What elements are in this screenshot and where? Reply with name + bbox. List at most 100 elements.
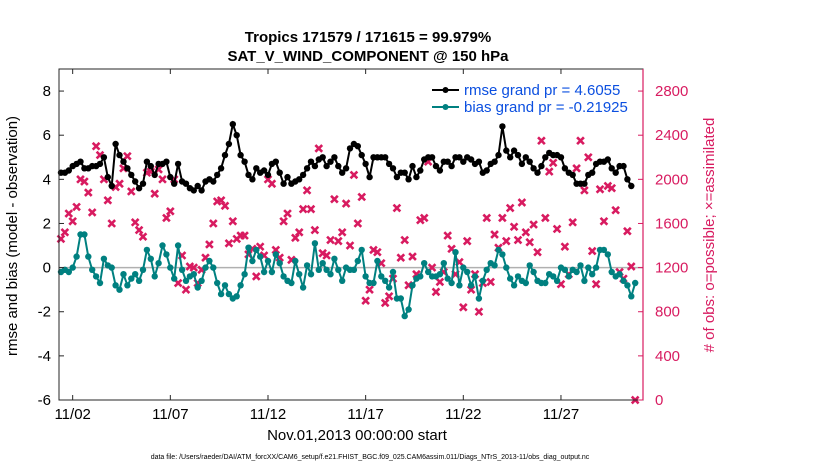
rmse-point xyxy=(132,178,139,185)
bias-point xyxy=(296,271,303,278)
rmse-point xyxy=(217,165,225,172)
rmse-point xyxy=(229,121,236,128)
obs-marker xyxy=(126,187,136,196)
bias-point xyxy=(241,271,248,278)
obs-marker xyxy=(181,285,191,294)
rmse-point xyxy=(612,169,619,176)
left-tick-label: 6 xyxy=(43,127,51,144)
legend-rmse-marker xyxy=(442,87,449,93)
bias-point xyxy=(214,279,221,287)
bias-point xyxy=(440,260,447,267)
rmse-point xyxy=(65,167,73,174)
bias-point xyxy=(467,282,475,289)
x-tick-label: 11/27 xyxy=(543,406,579,423)
bias-point xyxy=(245,244,252,251)
bias-point xyxy=(522,279,529,287)
bias-point xyxy=(417,273,424,280)
right-axis-label: # of obs: o=possible; ×=assimilated xyxy=(701,118,718,353)
obs-marker xyxy=(107,219,117,228)
rmse-point xyxy=(299,171,307,179)
bias-point xyxy=(143,246,151,254)
obs-marker xyxy=(158,175,167,184)
bias-point xyxy=(135,277,143,284)
obs-marker xyxy=(400,235,410,245)
rmse-point xyxy=(569,171,576,179)
obs-marker xyxy=(283,209,292,218)
rmse-point xyxy=(444,158,451,165)
bias-point xyxy=(510,282,518,289)
bias-point xyxy=(600,246,608,254)
bias-point xyxy=(491,262,498,269)
obs-marker xyxy=(353,219,363,228)
obs-marker xyxy=(548,158,558,168)
bias-point xyxy=(405,306,412,313)
obs-marker xyxy=(623,226,632,236)
bias-point xyxy=(139,266,147,273)
left-axis-ticks: -6 -4 -2 0 2 4 6 8 xyxy=(38,83,64,409)
obs-marker xyxy=(322,251,331,260)
rmse-point xyxy=(460,158,467,165)
bias-point xyxy=(311,240,319,247)
rmse-point xyxy=(417,167,424,174)
rmse-point xyxy=(483,167,490,174)
obs-marker xyxy=(462,236,472,246)
bias-point xyxy=(65,268,73,276)
chart-title-line1: Tropics 171579 / 171615 = 99.979% xyxy=(245,29,491,46)
rmse-point xyxy=(276,169,283,176)
bias-point xyxy=(350,266,358,273)
rmse-point xyxy=(225,140,233,148)
x-tick-label: 11/07 xyxy=(152,406,188,423)
rmse-point xyxy=(143,158,151,165)
bias-point xyxy=(96,279,104,287)
obs-marker xyxy=(166,207,175,216)
right-tick-label: 2000 xyxy=(655,171,688,188)
rmse-point xyxy=(135,185,143,192)
bias-point xyxy=(233,293,240,300)
obs-marker xyxy=(91,141,101,151)
legend-rmse-label: rmse grand pr = 4.6055 xyxy=(464,82,620,99)
bias-point xyxy=(483,266,490,273)
obs-marker xyxy=(552,224,562,234)
bias-point xyxy=(448,279,455,287)
rmse-point xyxy=(128,171,135,179)
bias-point xyxy=(632,279,639,287)
obs-marker xyxy=(83,188,93,197)
rmse-point xyxy=(456,154,463,161)
obs-marker xyxy=(537,136,546,146)
bias-point xyxy=(190,271,197,278)
rmse-point xyxy=(319,154,326,161)
obs-marker xyxy=(517,198,527,207)
rmse-point xyxy=(514,151,522,159)
bias-point xyxy=(288,279,295,287)
rmse-point xyxy=(104,173,112,181)
x-axis-ticks: 11/02 11/07 11/12 11/17 11/22 11/27 xyxy=(54,69,579,423)
rmse-point xyxy=(432,162,440,170)
obs-marker xyxy=(310,225,320,235)
bias-point xyxy=(171,275,178,282)
bias-point xyxy=(299,284,307,291)
right-tick-label: 2400 xyxy=(655,127,688,144)
rmse-point xyxy=(139,180,147,187)
obs-marker xyxy=(130,218,140,227)
obs-marker xyxy=(591,279,601,289)
bias-point xyxy=(507,275,514,282)
right-tick-label: 2800 xyxy=(655,83,688,100)
left-tick-label: 0 xyxy=(43,260,51,277)
bias-point xyxy=(385,284,393,291)
rmse-point xyxy=(198,187,205,194)
left-tick-label: 4 xyxy=(43,171,51,188)
rmse-series xyxy=(57,120,635,194)
rmse-point xyxy=(120,158,127,165)
bias-point xyxy=(561,266,569,273)
bias-point xyxy=(69,264,76,271)
bias-point xyxy=(581,277,588,284)
obs-marker xyxy=(279,216,288,226)
obs-marker xyxy=(384,291,394,301)
rmse-point xyxy=(307,158,315,165)
bias-point xyxy=(221,282,229,289)
obs-marker xyxy=(544,167,554,176)
rmse-point xyxy=(100,154,108,161)
obs-marker xyxy=(498,213,507,223)
obs-marker xyxy=(607,183,617,193)
bias-point xyxy=(120,271,127,278)
